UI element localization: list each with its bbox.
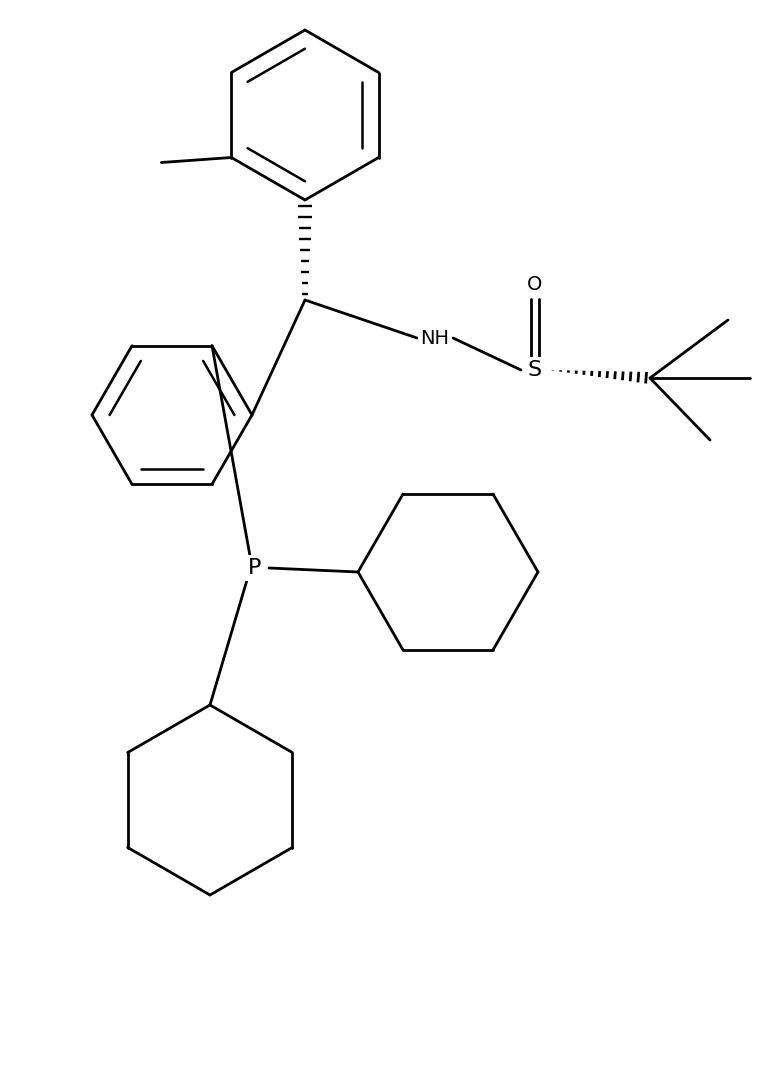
Text: O: O — [527, 276, 543, 294]
Text: S: S — [528, 360, 542, 380]
Text: P: P — [248, 558, 261, 578]
Text: NH: NH — [420, 329, 450, 347]
